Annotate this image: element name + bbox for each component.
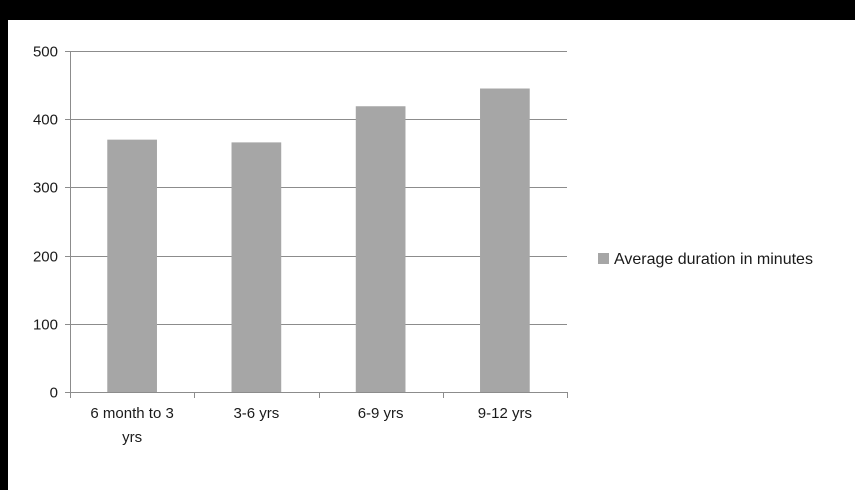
x-tick-labels: 6 month to 3 yrs 3-6 yrs 6-9 yrs 9-12 yrs: [90, 405, 532, 446]
x-tick-label: 6-9 yrs: [358, 405, 404, 422]
x-tick-label: 3-6 yrs: [233, 405, 279, 422]
left-border: [0, 0, 8, 490]
y-tick-label: 400: [33, 112, 58, 129]
y-tick-labels: 0 100 200 300 400 500: [33, 44, 58, 402]
x-tick-label: 6 month to 3 yrs: [90, 405, 173, 446]
bars: [107, 88, 530, 392]
x-tick-label: 9-12 yrs: [478, 405, 532, 422]
top-border: [0, 0, 855, 20]
bar-2: [231, 142, 282, 392]
y-tick-label: 0: [50, 385, 58, 402]
y-tick-label: 300: [33, 180, 58, 197]
axes: [65, 51, 568, 398]
y-tick-label: 200: [33, 249, 58, 266]
y-tick-label: 500: [33, 44, 58, 61]
bar-4: [480, 88, 530, 392]
y-tick-label: 100: [33, 317, 58, 334]
legend-swatch: [598, 253, 609, 264]
bar-1: [107, 139, 157, 392]
bar-3: [355, 106, 406, 392]
legend-label: Average duration in minutes: [614, 251, 813, 268]
legend: Average duration in minutes: [598, 251, 813, 268]
